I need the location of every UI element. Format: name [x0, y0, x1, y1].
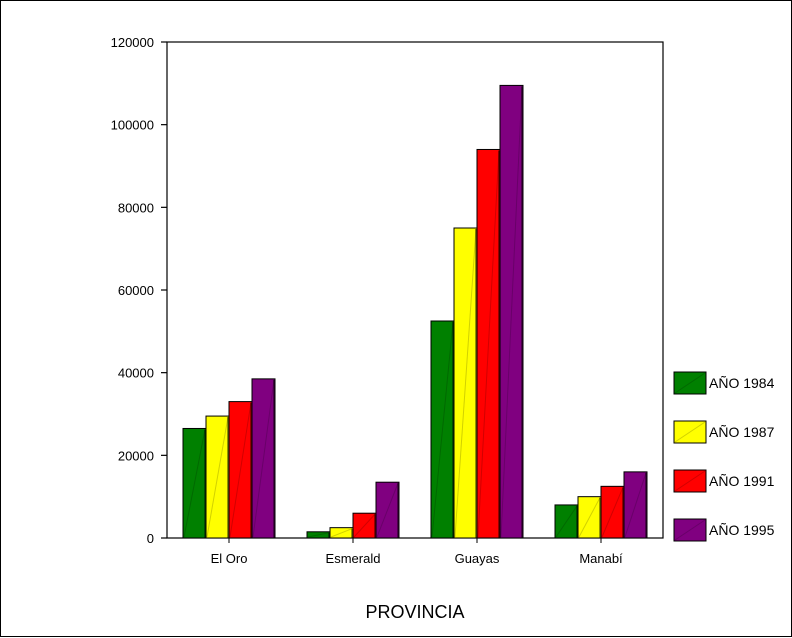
- bar-shading: [601, 487, 624, 538]
- x-tick-label: Manabí: [579, 551, 623, 566]
- bars-group: [182, 84, 648, 539]
- legend-label: AÑO 1991: [709, 473, 775, 489]
- x-axis-title: PROVINCIA: [365, 602, 464, 622]
- bar-shading: [307, 532, 330, 538]
- y-tick-label: 100000: [111, 118, 154, 133]
- bar-shading: [252, 379, 275, 538]
- y-tick-label: 0: [147, 531, 154, 546]
- legend-swatch-shading: [674, 519, 706, 541]
- bar-shading: [477, 150, 500, 538]
- bar-shading: [555, 505, 578, 538]
- legend-item: AÑO 1991: [673, 469, 775, 493]
- legend-swatch: [673, 420, 707, 444]
- y-axis: 0 20000 40000 60000 80000 100000 120000: [111, 35, 167, 546]
- legend-swatch: [673, 469, 707, 493]
- legend-label: AÑO 1995: [709, 522, 775, 538]
- x-tick-label: El Oro: [211, 551, 248, 566]
- y-tick-label: 60000: [118, 283, 154, 298]
- x-axis: El Oro Esmerald Guayas Manabí: [211, 538, 623, 566]
- y-tick-label: 80000: [118, 200, 154, 215]
- x-tick-label: Esmerald: [326, 551, 381, 566]
- legend-item: AÑO 1995: [673, 518, 775, 542]
- legend-item: AÑO 1987: [673, 420, 775, 444]
- legend-label: AÑO 1984: [709, 375, 775, 391]
- bar-shading: [330, 528, 353, 538]
- bar-shading: [206, 416, 229, 538]
- bar-shading: [624, 472, 647, 538]
- legend: AÑO 1984 AÑO 1987 AÑO 1991 AÑO 1995: [673, 371, 775, 542]
- bar-shading: [229, 402, 252, 538]
- bar: [375, 481, 400, 539]
- bar: [251, 378, 276, 539]
- y-tick-label: 40000: [118, 366, 154, 381]
- legend-label: AÑO 1987: [709, 424, 775, 440]
- legend-swatch-shading: [674, 421, 706, 443]
- y-tick-label: 120000: [111, 35, 154, 50]
- bar-shading: [353, 513, 376, 538]
- bar: [623, 471, 648, 539]
- y-tick-label: 20000: [118, 448, 154, 463]
- legend-swatch-shading: [674, 470, 706, 492]
- bar-shading: [500, 86, 523, 538]
- legend-swatch-shading: [674, 372, 706, 394]
- bar-shading: [376, 483, 399, 538]
- bar: [499, 84, 524, 539]
- bar-shading: [578, 497, 601, 538]
- bar-shading: [431, 321, 454, 538]
- x-tick-label: Guayas: [455, 551, 500, 566]
- bar-shading: [183, 429, 206, 538]
- bar-shading: [454, 228, 477, 538]
- legend-item: AÑO 1984: [673, 371, 775, 395]
- legend-swatch: [673, 371, 707, 395]
- legend-swatch: [673, 518, 707, 542]
